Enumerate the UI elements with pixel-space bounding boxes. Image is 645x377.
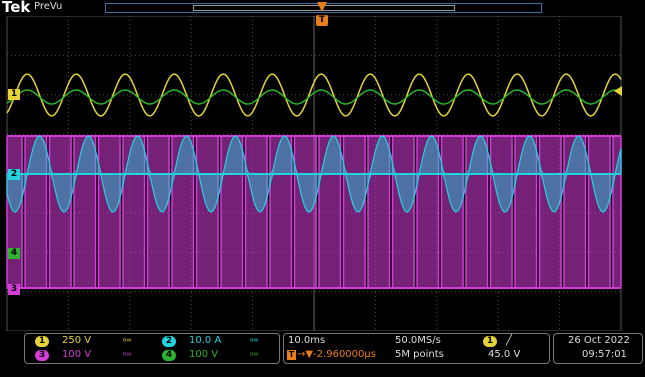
ch3-pwm-pulse bbox=[587, 135, 611, 289]
datetime-box bbox=[553, 333, 643, 364]
ch3-pwm-pulse bbox=[97, 135, 121, 289]
ch1-ground-marker[interactable]: 1 bbox=[8, 89, 20, 100]
ch4-waveform bbox=[6, 89, 622, 105]
ch2-badge[interactable]: 2 bbox=[162, 336, 176, 347]
acquisition-mode: PreVu bbox=[34, 1, 63, 12]
ch2-waveform bbox=[6, 135, 622, 213]
ch4-scale: 100 V bbox=[189, 349, 219, 360]
horizontal-delay: →▼-2.960000µs bbox=[297, 349, 376, 360]
readout-bar: 1 250 V ᴮᵂ 2 10.0 A ᴮᵂ 3 100 V ᴮᵂ 4 100 … bbox=[0, 331, 645, 377]
delay-trigger-badge: T bbox=[287, 350, 296, 360]
ch3-pwm-pulse bbox=[489, 135, 513, 289]
brand-logo: Tek bbox=[2, 0, 31, 16]
ch3-pwm-pulse bbox=[48, 135, 72, 289]
ch4-bw-limit-icon: ᴮᵂ bbox=[250, 351, 259, 360]
ch3-pwm-pulse bbox=[195, 135, 219, 289]
ch3-pwm-pulse bbox=[293, 135, 317, 289]
trigger-slope-icon: ╱ bbox=[506, 335, 513, 346]
ch1-scale: 250 V bbox=[62, 335, 92, 346]
ch3-pwm-pulse bbox=[391, 135, 415, 289]
ch3-pwm-pulse bbox=[244, 135, 268, 289]
ch2-ground-marker[interactable]: 2 bbox=[8, 169, 20, 180]
ch1-waveform bbox=[6, 73, 622, 117]
date-readout: 26 Oct 2022 bbox=[568, 335, 630, 346]
ch4-badge[interactable]: 4 bbox=[162, 350, 176, 361]
timebase-readout-box[interactable] bbox=[283, 333, 550, 364]
channel-readout-box[interactable] bbox=[24, 333, 280, 364]
time-readout: 09:57:01 bbox=[582, 349, 627, 360]
ch1-bw-limit-icon: ᴮᵂ bbox=[123, 337, 132, 346]
ch2-bw-limit-icon: ᴮᵂ bbox=[250, 337, 259, 346]
ch4-ground-marker[interactable]: 4 bbox=[8, 248, 20, 259]
ch3-pwm-pulse bbox=[342, 135, 366, 289]
sample-rate: 50.0MS/s bbox=[395, 335, 441, 346]
ch3-pwm-pulse bbox=[146, 135, 170, 289]
trigger-position-arrow bbox=[317, 2, 327, 12]
trigger-level: 45.0 V bbox=[488, 349, 521, 360]
ch3-pwm-pulse bbox=[440, 135, 464, 289]
ch3-scale: 100 V bbox=[62, 349, 92, 360]
trigger-source-badge[interactable]: 1 bbox=[483, 336, 497, 347]
horizontal-scale: 10.0ms bbox=[288, 335, 326, 346]
trigger-level-arrow[interactable] bbox=[614, 86, 622, 96]
ch3-bw-limit-icon: ᴮᵂ bbox=[123, 351, 132, 360]
trigger-position-marker[interactable]: T bbox=[316, 15, 328, 26]
ch3-pwm-pulse bbox=[538, 135, 562, 289]
ch1-badge[interactable]: 1 bbox=[35, 336, 49, 347]
ch3-badge[interactable]: 3 bbox=[35, 350, 49, 361]
record-length: 5M points bbox=[395, 349, 444, 360]
ch3-ground-marker[interactable]: 3 bbox=[8, 284, 20, 295]
ch2-scale: 10.0 A bbox=[189, 335, 222, 346]
